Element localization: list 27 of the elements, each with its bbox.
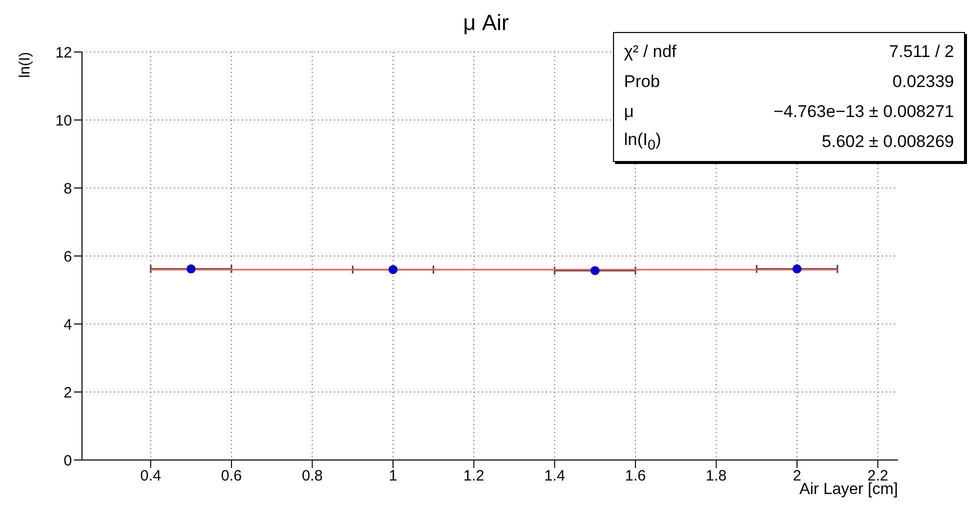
chart-title: μ Air [462, 10, 510, 36]
x-tick-label: 0.4 [140, 468, 162, 485]
x-axis-title: Air Layer [cm] [799, 481, 898, 498]
x-tick-label: 1.6 [624, 468, 646, 485]
annotation: 5.602 ± 0.008269 [822, 132, 954, 152]
y-tick-label: 8 [64, 180, 72, 198]
annotation: χ² / ndf [624, 42, 676, 62]
y-tick-label: 2 [64, 384, 72, 402]
y-axis-title: ln(I) [16, 52, 34, 78]
annotation: −4.763e−13 ± 0.008271 [774, 102, 954, 122]
y-tick-label: 0 [64, 452, 72, 470]
x-tick-label: 0.6 [221, 468, 242, 485]
x-tick-label: 2 [792, 468, 802, 485]
annotation: Prob [624, 72, 660, 92]
annotation: 7.511 / 2 [889, 42, 954, 62]
annotation: 0.02339 [892, 72, 954, 92]
y-tick-label: 12 [55, 44, 72, 62]
y-tick-label: 10 [55, 112, 72, 130]
x-tick-label: 1.8 [706, 468, 727, 485]
x-tick-label: 1.4 [544, 468, 566, 485]
annotation: ln(I$_{0}$) [624, 130, 662, 154]
x-tick-label: 1 [388, 468, 398, 485]
annotation: μ [624, 102, 634, 122]
x-tick-label: 0.8 [302, 468, 323, 485]
x-tick-label: 1.2 [463, 468, 484, 485]
y-tick-label: 6 [64, 248, 72, 266]
y-tick-label: 4 [64, 316, 72, 334]
